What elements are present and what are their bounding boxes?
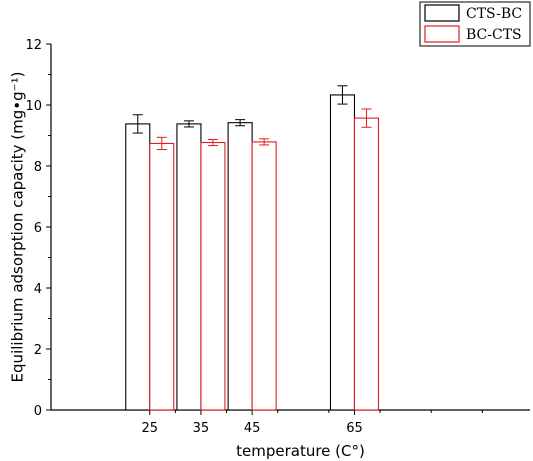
x-tick-label: 35 [193, 421, 210, 436]
y-axis-title: Equilibrium adsorption capacity (mg•g⁻¹) [8, 72, 26, 383]
axes [46, 43, 530, 415]
legend-swatch-bc-cts [424, 25, 460, 43]
legend-label-cts-bc: CTS-BC [466, 6, 522, 22]
y-tick-label: 10 [25, 99, 42, 114]
bar-bc-cts [251, 141, 277, 411]
bar-cts-bc [227, 122, 253, 411]
x-tick-label: 65 [346, 421, 363, 436]
x-tick-label: 25 [141, 421, 158, 436]
bar-bc-cts [149, 142, 175, 411]
bar-cts-bc [329, 94, 356, 411]
x-axis-title: temperature (C°) [236, 442, 365, 460]
bar-bc-cts [353, 117, 380, 411]
y-tick-label: 4 [34, 282, 42, 297]
legend-label-bc-cts: BC-CTS [466, 27, 522, 43]
x-tick-label: 45 [244, 421, 261, 436]
y-tick-label: 8 [34, 160, 42, 175]
bar-cts-bc [176, 123, 202, 411]
y-tick-label: 6 [34, 221, 42, 236]
y-tick-label: 12 [25, 38, 42, 53]
bar-bc-cts [200, 141, 226, 411]
bars [125, 85, 380, 411]
legend-swatch-cts-bc [424, 4, 460, 22]
legend: CTS-BC BC-CTS [419, 1, 531, 47]
bar-cts-bc [125, 123, 151, 411]
tick-labels: 0 2 4 6 8 10 12 25 35 45 65 [25, 38, 362, 436]
y-tick-label: 0 [34, 404, 42, 419]
y-tick-label: 2 [34, 343, 42, 358]
